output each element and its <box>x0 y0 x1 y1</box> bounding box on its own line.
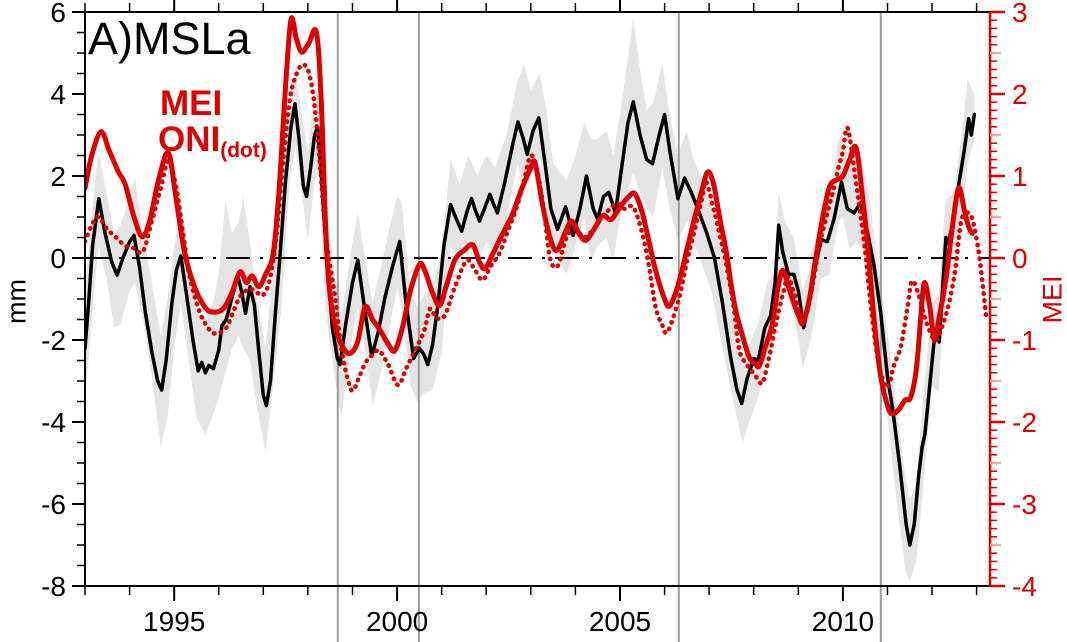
legend-oni-subscript: (dot) <box>220 139 267 162</box>
uncertainty-band <box>85 18 975 582</box>
left-tick-label: 2 <box>50 161 66 192</box>
left-tick-label: 6 <box>50 0 66 28</box>
bottom-tick-label: 2005 <box>589 606 651 637</box>
right-tick-label: -1 <box>1012 325 1037 356</box>
bottom-tick-label: 1995 <box>143 606 205 637</box>
left-tick-label: -2 <box>41 325 66 356</box>
right-tick-label: -4 <box>1012 571 1037 602</box>
legend-label-oni: ONI(dot) <box>158 122 267 161</box>
right-tick-label: -2 <box>1012 407 1037 438</box>
series-msla <box>85 100 977 547</box>
left-tick-label: 4 <box>50 79 66 110</box>
bottom-tick-label: 2000 <box>366 606 428 637</box>
legend-label-mei: MEI <box>160 84 223 123</box>
right-tick-label: 3 <box>1012 0 1028 28</box>
axes-group: 6 4 2 0 -2 -4 -6 -8 3 2 1 0 -1 -2 -3 -4 1995 2000 2005 2010 <box>41 0 1037 637</box>
left-tick-label: 0 <box>50 243 66 274</box>
right-tick-label: 1 <box>1012 161 1028 192</box>
right-tick-label: 2 <box>1012 79 1028 110</box>
bottom-tick-label: 2010 <box>812 606 874 637</box>
chart-title: A)MSLa <box>88 13 251 64</box>
left-tick-label: -4 <box>41 407 66 438</box>
right-tick-label: 0 <box>1012 243 1028 274</box>
left-axis-label: mm <box>1 279 32 324</box>
right-axis-label: MEI <box>1037 275 1067 324</box>
left-tick-label: -8 <box>41 571 66 602</box>
series-mei <box>85 15 975 417</box>
series-group <box>85 15 989 547</box>
legend-oni-text: ONI <box>158 120 221 159</box>
left-tick-label: -6 <box>41 489 66 520</box>
series-oni <box>85 62 989 394</box>
right-tick-label: -3 <box>1012 489 1037 520</box>
